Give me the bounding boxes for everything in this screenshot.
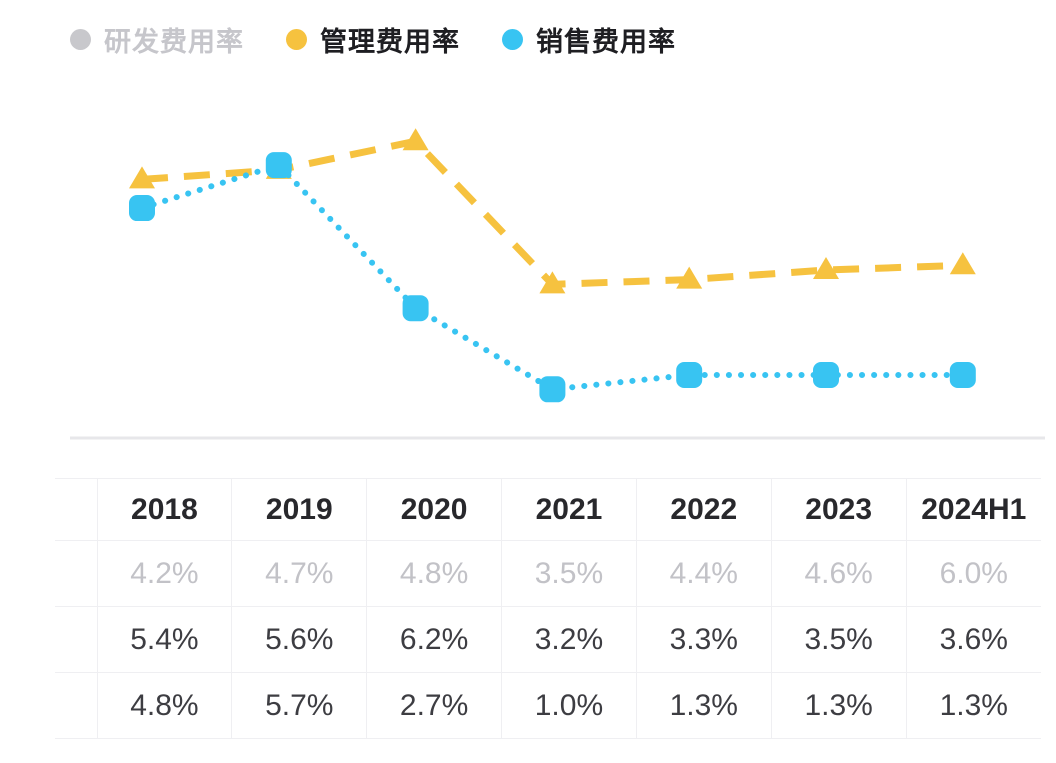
table-row-sales-expense: 4.8% 5.7% 2.7% 1.0% 1.3% 1.3% 1.3% [55, 672, 1041, 739]
table-cell: 3.3% [635, 606, 772, 673]
table-cell: 5.4% [96, 606, 233, 673]
table-header-row: 2018 2019 2020 2021 2022 2023 2024H1 [55, 478, 1041, 541]
table-cell: 4.2% [96, 540, 233, 607]
table-cell: 5.7% [231, 672, 368, 739]
legend-item-rd-expense-ratio[interactable]: 研发费用率 [70, 20, 244, 59]
square-marker-icon[interactable] [129, 195, 155, 222]
triangle-marker-icon[interactable] [539, 271, 566, 294]
legend-label: 管理费用率 [320, 26, 460, 57]
table-cell: 4.8% [96, 672, 233, 739]
square-marker-icon[interactable] [949, 361, 976, 388]
table-cell: 3.5% [770, 606, 907, 673]
square-marker-icon[interactable] [402, 295, 429, 322]
table-cell: 3.2% [501, 606, 637, 673]
square-marker-icon[interactable] [539, 376, 566, 403]
series-dot-cell [55, 672, 98, 739]
table-cell: 5.6% [231, 606, 368, 673]
table-cell: 4.7% [231, 540, 368, 607]
expense-ratio-line-chart[interactable] [0, 0, 1056, 462]
chart-legend: 研发费用率 管理费用率 销售费用率 [70, 18, 676, 60]
table-cell: 6.0% [905, 540, 1041, 607]
legend-item-sales-expense-ratio[interactable]: 销售费用率 [502, 20, 676, 59]
table-row-mgmt-expense: 5.4% 5.6% 6.2% 3.2% 3.3% 3.5% 3.6% [55, 606, 1041, 673]
square-marker-icon[interactable] [813, 361, 839, 388]
legend-label: 研发费用率 [104, 26, 244, 57]
series-line [141, 137, 963, 288]
year-column-header: 2022 [635, 478, 772, 541]
legend-dot-icon [286, 28, 307, 50]
table-cell: 1.3% [770, 672, 907, 739]
table-cell: 1.3% [905, 672, 1041, 739]
square-marker-icon[interactable] [676, 361, 703, 388]
year-column-header: 2021 [501, 478, 637, 541]
table-corner-cell [55, 478, 98, 541]
year-column-header: 2019 [231, 478, 368, 541]
triangle-marker-icon[interactable] [813, 257, 839, 280]
table-cell: 1.0% [501, 672, 637, 739]
year-column-header: 2023 [770, 478, 907, 541]
table-cell: 3.6% [905, 606, 1041, 673]
triangle-marker-icon[interactable] [129, 166, 155, 189]
table-cell: 4.8% [366, 540, 503, 607]
legend-label: 销售费用率 [536, 26, 676, 57]
triangle-marker-icon[interactable] [402, 128, 429, 151]
legend-dot-icon [502, 28, 523, 50]
table-cell: 6.2% [366, 606, 503, 673]
table-cell: 3.5% [501, 540, 637, 607]
triangle-marker-icon[interactable] [949, 252, 976, 275]
expense-data-table: 2018 2019 2020 2021 2022 2023 2024H1 4.2… [55, 478, 1041, 739]
table-cell: 1.3% [635, 672, 772, 739]
series-dot-cell [55, 540, 98, 607]
table-cell: 4.4% [635, 540, 772, 607]
expense-table-container: 2018 2019 2020 2021 2022 2023 2024H1 4.2… [55, 478, 1041, 739]
legend-dot-icon [70, 28, 91, 50]
year-column-header: 2020 [366, 478, 503, 541]
year-column-header: 2024H1 [905, 478, 1041, 541]
chart-series-layer [129, 128, 976, 403]
legend-item-mgmt-expense-ratio[interactable]: 管理费用率 [286, 20, 460, 59]
square-marker-icon[interactable] [265, 152, 292, 179]
triangle-marker-icon[interactable] [676, 266, 703, 289]
table-cell: 2.7% [366, 672, 503, 739]
series-dot-cell [55, 606, 98, 673]
table-cell: 4.6% [770, 540, 907, 607]
table-row-rd-expense: 4.2% 4.7% 4.8% 3.5% 4.4% 4.6% 6.0% [55, 540, 1041, 607]
year-column-header: 2018 [96, 478, 233, 541]
